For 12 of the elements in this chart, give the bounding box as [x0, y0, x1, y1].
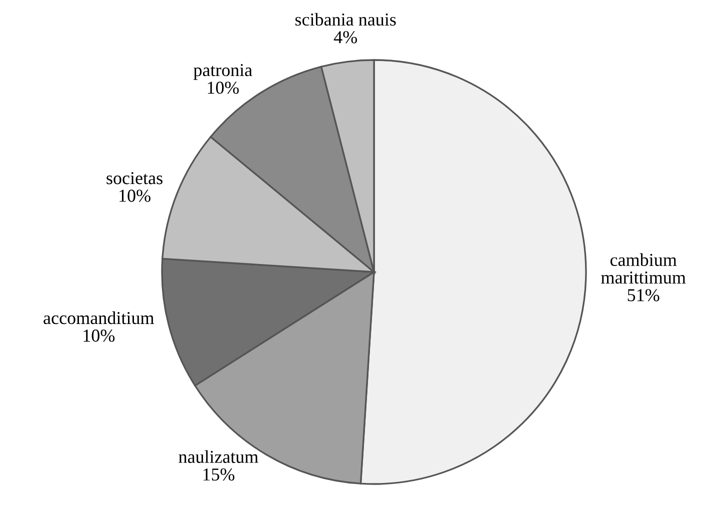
slice-label: societas: [106, 172, 162, 184]
data-label: 51%: [628, 289, 660, 302]
data-label: 10%: [120, 190, 150, 202]
slice-label: cambium marittimum: [601, 253, 686, 284]
slice-label: patronia: [194, 64, 252, 80]
slice-label: naulizatum: [178, 450, 258, 463]
slice-label: scibania nauis: [295, 12, 396, 26]
data-label: 4%: [334, 31, 357, 44]
slice-label: accomanditium: [44, 311, 154, 324]
data-label: 15%: [203, 468, 234, 481]
data-label: 10%: [208, 82, 239, 94]
data-label: 10%: [84, 330, 115, 342]
